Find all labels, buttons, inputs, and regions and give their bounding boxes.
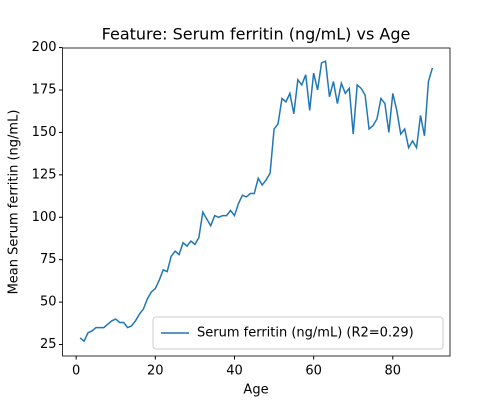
y-tick-label: 50 xyxy=(40,295,57,310)
y-tick-label: 25 xyxy=(40,337,57,352)
y-tick-label: 175 xyxy=(32,83,57,98)
x-tick-label: 40 xyxy=(226,364,243,379)
legend-box xyxy=(152,316,444,350)
legend-label: Serum ferritin (ng/mL) (R2=0.29) xyxy=(197,326,414,341)
y-tick-label: 150 xyxy=(32,125,57,140)
y-tick-label: 75 xyxy=(40,252,57,267)
y-tick-label: 100 xyxy=(32,210,57,225)
x-tick-label: 60 xyxy=(305,364,322,379)
y-tick-label: 200 xyxy=(32,40,57,55)
x-tick-label: 0 xyxy=(72,364,80,379)
line xyxy=(79,60,434,343)
y-axis-label: Mean Serum ferritin (ng/mL) xyxy=(7,110,22,295)
y-tick-label: 125 xyxy=(32,167,57,182)
x-tick-label: 80 xyxy=(385,364,402,379)
chart-title: Feature: Serum ferritin (ng/mL) vs Age xyxy=(102,25,411,44)
plot-frame xyxy=(62,47,451,357)
x-tick-label: 20 xyxy=(147,364,164,379)
x-axis-label: Age xyxy=(243,383,268,398)
